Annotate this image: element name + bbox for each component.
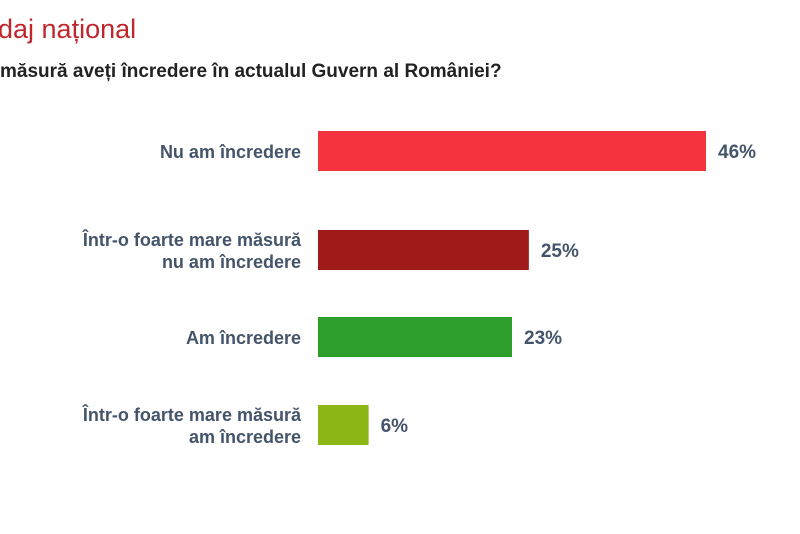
value-label: 23% — [524, 328, 562, 349]
bar — [318, 317, 512, 357]
value-label: 25% — [541, 241, 579, 262]
bar — [318, 230, 529, 270]
category-label: Într-o foarte mare măsură — [82, 229, 302, 250]
category-label: am încredere — [189, 427, 301, 447]
category-label: Într-o foarte mare măsură — [82, 404, 302, 425]
category-label: Nu am încredere — [160, 142, 301, 162]
value-label: 6% — [381, 416, 409, 437]
value-label: 46% — [718, 142, 756, 163]
category-label: Am încredere — [186, 328, 301, 348]
chart-subtitle: măsură aveți încredere în actualul Guver… — [0, 61, 502, 82]
chart-title: daj național — [0, 14, 136, 44]
bar — [318, 131, 706, 171]
bar — [318, 405, 369, 445]
category-label: nu am încredere — [162, 252, 301, 272]
